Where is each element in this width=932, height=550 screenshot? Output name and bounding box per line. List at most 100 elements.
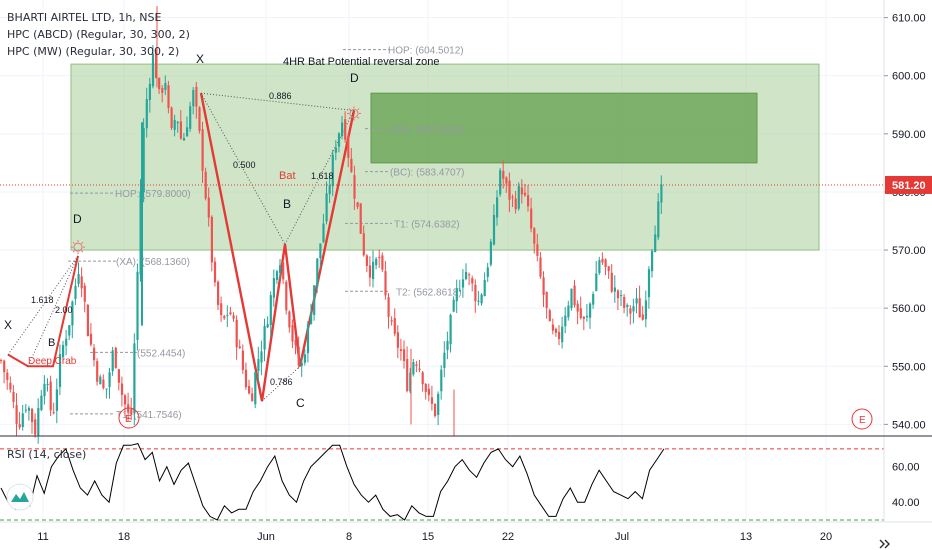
crab-pattern-legs	[7, 255, 79, 368]
candle-body	[145, 99, 148, 129]
candle-body	[0, 360, 3, 362]
rsi-title[interactable]: RSI (14, close)	[7, 448, 86, 461]
time-tick-label: 11	[37, 531, 48, 543]
double-chevron-icon[interactable]	[879, 539, 890, 549]
gear-icon[interactable]	[6, 483, 34, 511]
candle-body	[207, 197, 210, 218]
level-label: HOP: (604.5012)	[388, 46, 464, 57]
candle-body	[629, 308, 632, 314]
candle-body	[248, 385, 251, 394]
candle-body	[387, 297, 390, 317]
candle-body	[471, 278, 474, 284]
last-price-badge	[885, 175, 932, 194]
indicator-abcd-label[interactable]: HPC (ABCD) (Regular, 30, 300, 2)	[7, 28, 190, 41]
candle-body	[381, 255, 384, 270]
candle-body	[105, 388, 108, 390]
candle-body	[306, 323, 310, 354]
candle-body	[523, 192, 527, 196]
candle-body	[595, 273, 598, 292]
level-label: (XA): (590.9352)	[390, 125, 464, 136]
candle-body	[533, 228, 536, 244]
candle-body	[365, 255, 368, 266]
candle-body	[120, 383, 124, 395]
candle-body	[362, 233, 365, 256]
candle-body	[316, 258, 319, 287]
candle-body	[21, 413, 24, 428]
rsi-tick-label: 60.00	[892, 462, 920, 474]
candle-body	[6, 372, 9, 380]
candle-body	[158, 77, 161, 90]
candle-body	[24, 409, 27, 411]
candle-body	[93, 347, 96, 361]
reversal-zone-inner	[370, 92, 758, 164]
candle-body	[189, 106, 192, 129]
candle-body	[133, 343, 136, 414]
candle-body	[427, 388, 430, 395]
annotation-d: D	[73, 212, 82, 226]
candle-body	[589, 303, 592, 318]
candle-body	[430, 397, 434, 404]
candle-body	[344, 119, 347, 140]
candle-body	[102, 379, 105, 389]
price-tick-label: 560.00	[892, 303, 926, 315]
ratio-label: 0.500	[233, 160, 256, 170]
rsi-axis: 40.00 60.00	[883, 437, 920, 522]
candle-body	[579, 308, 582, 319]
candle-body	[570, 288, 573, 309]
candle-body	[461, 279, 465, 288]
annotation-x: X	[196, 52, 204, 66]
candle-body	[297, 346, 300, 366]
annotation-b-crab: B	[48, 337, 55, 349]
candle-body	[334, 147, 337, 153]
candle-body	[604, 259, 607, 268]
time-axis[interactable]: 11 18 Jun 8 15 22 Jul 13 20	[37, 531, 832, 543]
candle-body	[564, 315, 567, 327]
time-tick-label: Jun	[257, 531, 275, 543]
annotation-x: X	[4, 318, 12, 332]
candle-body	[368, 265, 372, 278]
ratio-label: 0.786	[270, 377, 293, 387]
candle-body	[195, 86, 198, 107]
candle-body	[117, 369, 120, 383]
candle-body	[52, 412, 55, 414]
level-lines: HOP: (604.5012) (XA): (590.9352) (BC): (58…	[68, 46, 464, 421]
candle-body	[350, 158, 353, 172]
indicator-mw-label[interactable]: HPC (MW) (Regular, 30, 300, 2)	[7, 45, 179, 58]
d-point-marker-icon	[347, 106, 361, 121]
candle-body	[176, 121, 179, 124]
price-tick-label: 540.00	[892, 419, 926, 431]
candle-body	[220, 303, 223, 316]
candle-body	[241, 350, 244, 370]
zone-title: 4HR Bat Potential reversal zone	[283, 56, 440, 68]
candle-body	[452, 299, 455, 312]
symbol-title[interactable]: BHARTI AIRTEL LTD, 1h, NSE	[7, 11, 162, 24]
candle-body	[130, 409, 133, 415]
candle-body	[647, 269, 651, 298]
candle-body	[514, 198, 517, 210]
candle-body	[300, 362, 303, 366]
price-tick-label: 570.00	[892, 245, 926, 257]
rsi-tick-label: 40.00	[892, 497, 920, 509]
price-axis[interactable]: 540.00550.00560.00570.00580.00590.00600.…	[883, 0, 932, 436]
candle-body	[616, 290, 620, 299]
candle-body	[502, 170, 505, 179]
level-label: (XA): (568.1360)	[116, 257, 190, 268]
e-marker-circle	[118, 407, 140, 429]
d-point-marker-icon	[71, 240, 85, 255]
candle-body	[499, 170, 502, 195]
level-label: T2: (562.8618)	[396, 287, 462, 298]
candle-body	[601, 258, 604, 263]
candle-body	[477, 300, 480, 302]
candle-body	[251, 393, 254, 402]
candle-body	[347, 136, 350, 158]
candle-body	[43, 383, 46, 397]
candle-body	[551, 324, 554, 331]
candle-body	[260, 351, 263, 363]
candle-body	[99, 376, 102, 385]
candle-body	[68, 325, 71, 336]
candle-body	[31, 408, 34, 423]
candle-body	[421, 372, 424, 385]
candle-body	[607, 266, 610, 272]
candle-body	[9, 382, 12, 390]
